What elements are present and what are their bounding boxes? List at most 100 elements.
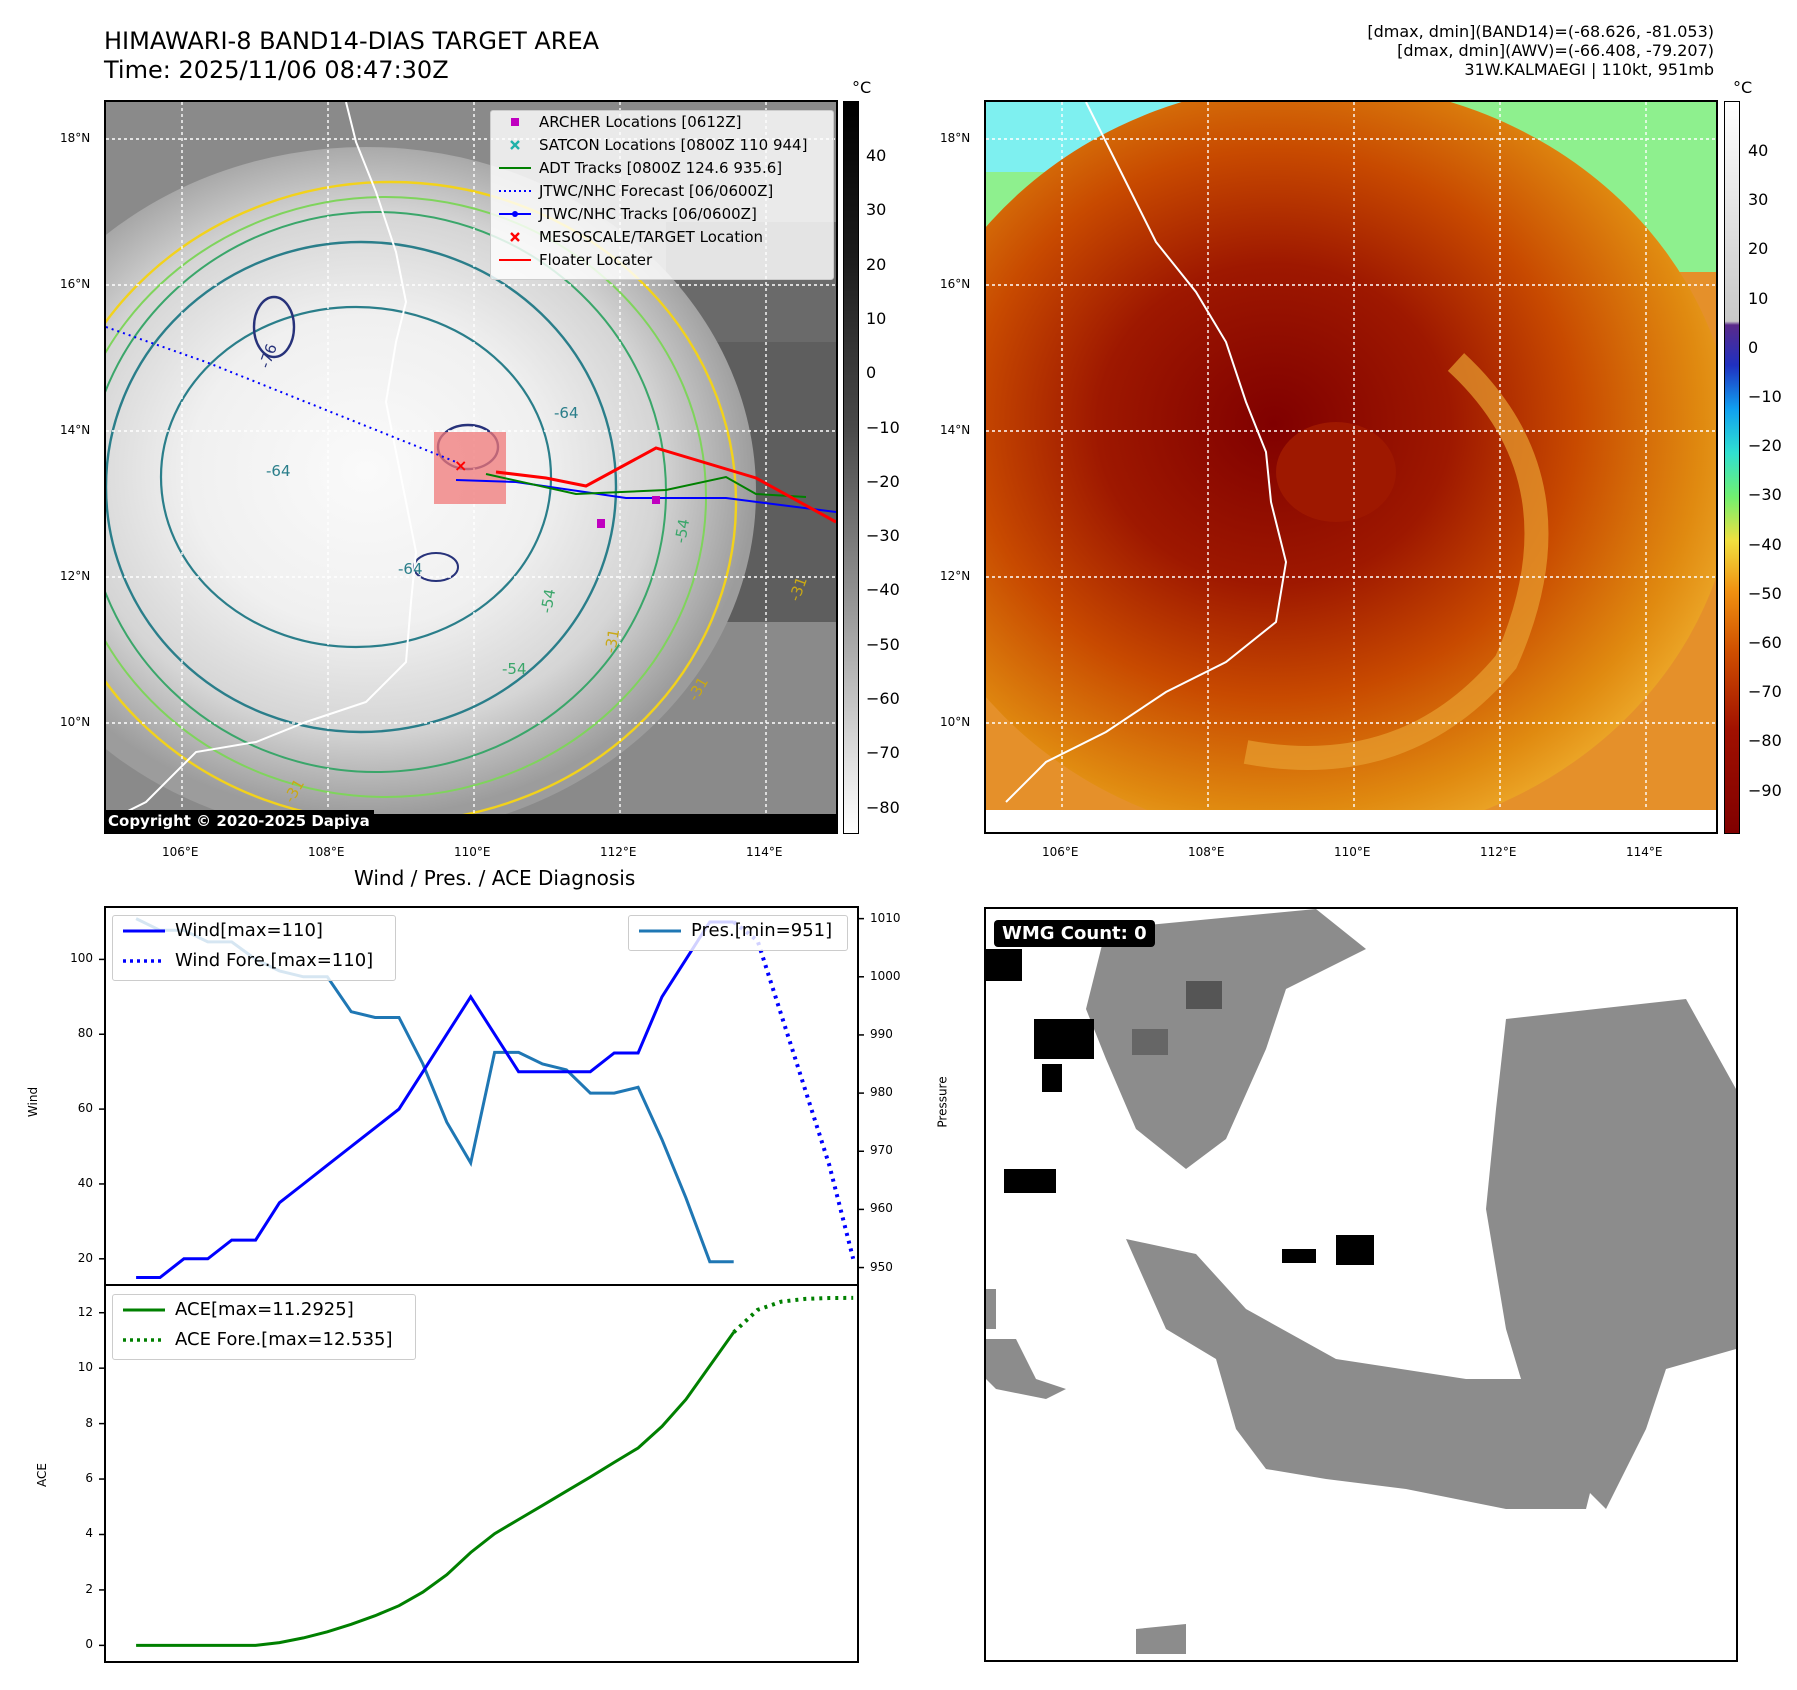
contour-label: -54 xyxy=(502,660,527,678)
spiral-band xyxy=(1243,353,1549,770)
color-colorbar-tick: 0 xyxy=(1748,337,1759,357)
wmg-panel xyxy=(984,907,1738,1662)
wmg-black-cell xyxy=(1004,1169,1056,1193)
legend-wind-swatch xyxy=(123,929,165,933)
ace-tick-label: 2 xyxy=(85,1581,93,1596)
gray-colorbar-tick: −60 xyxy=(866,689,900,708)
contour-label: -64 xyxy=(266,462,291,480)
gray-colorbar-tick: −20 xyxy=(866,471,900,491)
floater-track xyxy=(495,446,836,524)
legend-archer-label: ARCHER Locations [0612Z] xyxy=(539,113,742,131)
legend-ace: ACE[max=11.2925] xyxy=(113,1295,415,1325)
contour-teal xyxy=(106,240,618,734)
color-colorbar-tick: −50 xyxy=(1748,583,1782,603)
lat-label: 12°N xyxy=(60,569,91,583)
color-colorbar-tick: 20 xyxy=(1748,239,1769,259)
wmg-dark-cell xyxy=(1132,1029,1168,1055)
color-colorbar-tick: −60 xyxy=(1748,633,1782,652)
pressure-legend: Pres.[min=951] xyxy=(628,915,848,951)
stats-line-3: 31W.KALMAEGI | 110kt, 951mb xyxy=(1464,60,1714,79)
coastline xyxy=(1005,102,1288,803)
stats-line-2: [dmax, dmin](AWV)=(-66.408, -79.207) xyxy=(1397,41,1714,60)
pressure-tick-label: 990 xyxy=(870,1026,893,1041)
wmg-gray-region xyxy=(1086,909,1366,1169)
color-colorbar-tick: −40 xyxy=(1748,534,1782,554)
pressure-tick-label: 1000 xyxy=(870,968,901,983)
legend-wind-forecast-swatch xyxy=(123,959,165,963)
contour-label: -64 xyxy=(398,560,423,578)
jtwc-track xyxy=(455,479,836,513)
ace-legend: ACE[max=11.2925] ACE Fore.[max=12.535] xyxy=(112,1294,416,1360)
wind-tick-label: 100 xyxy=(70,951,93,966)
ace-tick-label: 10 xyxy=(77,1360,93,1375)
bottom-strip xyxy=(986,810,1716,832)
gray-colorbar-unit: °C xyxy=(852,78,872,97)
ace-tick-label: 0 xyxy=(85,1637,93,1652)
gray-colorbar-tick: −10 xyxy=(866,417,900,437)
pressure-tick-label: 980 xyxy=(870,1085,893,1100)
wind-tick-label: 80 xyxy=(77,1026,93,1041)
lon-label: 112°E xyxy=(1480,845,1517,859)
gray-colorbar-tick: −80 xyxy=(866,797,900,817)
ace-tick-label: 4 xyxy=(85,1526,93,1541)
legend-ace-forecast-label: ACE Fore.[max=12.535] xyxy=(175,1329,393,1350)
color-colorbar-tick: −90 xyxy=(1748,780,1782,800)
legend-ace-swatch xyxy=(123,1308,165,1312)
color-colorbar-tick: −10 xyxy=(1748,387,1782,406)
ir-color-map xyxy=(984,100,1718,834)
legend-item-satcon: SATCON Locations [0800Z 110 944] xyxy=(491,134,833,157)
color-colorbar-tick: −20 xyxy=(1748,436,1782,456)
legend-jtwc-tracks-label: JTWC/NHC Tracks [06/0600Z] xyxy=(539,205,757,223)
legend-floater-swatch xyxy=(499,259,531,261)
lon-label: 110°E xyxy=(1334,845,1371,859)
legend-wind-forecast-label: Wind Fore.[max=110] xyxy=(175,950,374,971)
legend-item-archer: ARCHER Locations [0612Z] xyxy=(491,111,833,134)
stats-line-1: [dmax, dmin](BAND14)=(-68.626, -81.053) xyxy=(1367,22,1714,41)
wmg-black-cell xyxy=(1042,1064,1062,1092)
wmg-count-badge: WMG Count: 0 xyxy=(994,920,1155,947)
legend-satcon-swatch xyxy=(510,140,520,150)
lat-label: 18°N xyxy=(60,131,91,145)
wmg-gray-region xyxy=(1126,1239,1606,1509)
map-legend: ARCHER Locations [0612Z] SATCON Location… xyxy=(490,110,834,280)
gray-colorbar-tick: 40 xyxy=(866,146,887,165)
gray-colorbar-tick: −50 xyxy=(866,634,900,654)
legend-item-jtwc-forecast: JTWC/NHC Forecast [06/0600Z] xyxy=(491,180,833,203)
color-colorbar xyxy=(1724,101,1740,834)
wmg-dark-cell xyxy=(1186,981,1222,1009)
wind-tick-label: 40 xyxy=(77,1175,93,1190)
legend-ace-label: ACE[max=11.2925] xyxy=(175,1299,354,1320)
legend-item-adt: ADT Tracks [0800Z 124.6 935.6] xyxy=(491,157,833,180)
wmg-gray-region xyxy=(986,1289,996,1329)
wind-forecast-line xyxy=(732,920,856,1260)
gridlines xyxy=(986,102,1716,832)
wmg-black-cell xyxy=(986,949,1022,981)
legend-jtwc-forecast-label: JTWC/NHC Forecast [06/0600Z] xyxy=(539,182,774,200)
legend-wind-label: Wind[max=110] xyxy=(175,920,323,941)
ace-line xyxy=(136,1331,735,1647)
target-marker: × xyxy=(454,456,467,475)
legend-ace-forecast: ACE Fore.[max=12.535] xyxy=(113,1325,415,1355)
storm-cloud-shield xyxy=(106,147,756,832)
color-colorbar-tick: 10 xyxy=(1748,288,1769,308)
legend-archer-swatch xyxy=(511,118,519,126)
legend-mesoscale-label: MESOSCALE/TARGET Location xyxy=(539,228,764,246)
ir-color-image xyxy=(986,102,1716,832)
gray-colorbar-tick: 10 xyxy=(866,308,887,328)
wmg-black-cell xyxy=(1282,1249,1316,1263)
copyright-notice: Copyright © 2020-2025 Dapiya xyxy=(104,810,374,832)
legend-wind: Wind[max=110] xyxy=(113,916,395,946)
pressure-tick-label: 950 xyxy=(870,1259,893,1274)
pressure-tick-label: 1010 xyxy=(870,910,901,925)
color-colorbar-tick: −70 xyxy=(1748,682,1782,702)
gray-colorbar-tick: −30 xyxy=(866,526,900,546)
wind-axis-label: Wind xyxy=(26,1086,41,1118)
lat-label: 10°N xyxy=(940,715,971,729)
figure-stats: [dmax, dmin](BAND14)=(-68.626, -81.053) … xyxy=(1367,22,1714,79)
lon-label: 106°E xyxy=(162,845,199,859)
legend-wind-forecast: Wind Fore.[max=110] xyxy=(113,946,395,976)
contour-navy-1 xyxy=(252,295,296,359)
color-colorbar-tick: −30 xyxy=(1748,485,1782,505)
gray-colorbar xyxy=(843,101,859,834)
target-box xyxy=(434,432,506,504)
